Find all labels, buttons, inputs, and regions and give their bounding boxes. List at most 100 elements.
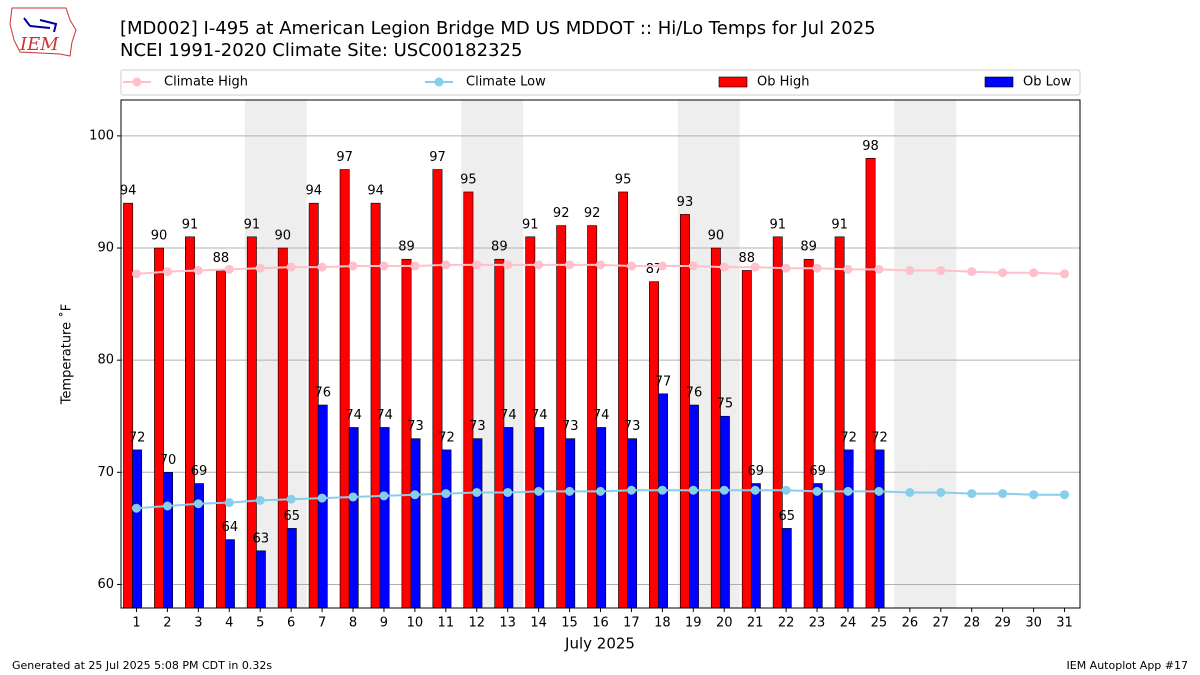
footer-right: IEM Autoplot App #17 [1067, 659, 1189, 672]
x-tick-label: 18 [654, 616, 671, 631]
bar [649, 281, 659, 609]
bar [534, 427, 545, 609]
data-label: 97 [429, 150, 446, 165]
chart-subtitle: NCEI 1991-2020 Climate Site: USC00182325 [120, 40, 522, 61]
bar [618, 191, 629, 609]
point [657, 485, 667, 495]
data-label: 91 [182, 217, 199, 232]
data-label: 94 [367, 184, 384, 199]
data-label: 77 [655, 374, 672, 389]
point [441, 489, 451, 499]
bar [441, 449, 452, 609]
x-tick-label: 25 [871, 616, 888, 631]
point [379, 261, 389, 271]
bar [154, 247, 164, 609]
x-tick-label: 1 [132, 616, 140, 631]
data-label: 63 [253, 531, 270, 546]
point [534, 486, 544, 496]
legend-box [120, 69, 1081, 96]
x-tick-label: 15 [561, 616, 578, 631]
data-label: 90 [708, 229, 725, 244]
data-label: 69 [809, 464, 826, 479]
x-tick-label: 5 [256, 616, 264, 631]
legend-marker [132, 77, 142, 87]
y-tick-label: 60 [97, 577, 114, 592]
point [503, 487, 513, 497]
bar [865, 158, 876, 609]
data-label: 74 [593, 408, 610, 423]
point [441, 260, 451, 270]
point [1029, 490, 1039, 500]
bar [596, 427, 607, 609]
point [286, 494, 296, 504]
bar [348, 427, 359, 609]
x-tick-label: 10 [407, 616, 424, 631]
data-label: 72 [840, 430, 857, 445]
bar [680, 214, 690, 609]
data-label: 89 [800, 240, 817, 255]
point [812, 486, 822, 496]
point [1029, 268, 1039, 278]
point [750, 485, 760, 495]
data-label: 65 [284, 509, 301, 524]
legend-swatch [984, 76, 1014, 88]
x-tick-label: 2 [163, 616, 171, 631]
data-label: 76 [314, 386, 331, 401]
bar [432, 169, 443, 609]
x-axis-label: July 2025 [564, 635, 635, 653]
bar [781, 528, 792, 609]
data-label: 91 [769, 217, 786, 232]
bar [658, 393, 668, 609]
point [626, 485, 636, 495]
data-label: 74 [531, 408, 548, 423]
bar [224, 539, 235, 609]
data-label: 73 [624, 419, 641, 434]
x-tick-label: 23 [809, 616, 826, 631]
x-tick-label: 17 [623, 616, 640, 631]
point [843, 264, 853, 274]
y-tick-label: 100 [89, 128, 114, 143]
data-label: 92 [553, 206, 570, 221]
point [162, 267, 172, 277]
bar [689, 404, 699, 609]
x-tick-label: 29 [994, 616, 1011, 631]
bar [719, 415, 730, 609]
point [410, 490, 420, 500]
point [1060, 490, 1070, 500]
x-tick-label: 21 [747, 616, 764, 631]
data-label: 94 [305, 184, 322, 199]
point [224, 264, 234, 274]
y-tick-label: 80 [97, 353, 114, 368]
legend-label: Climate Low [466, 75, 546, 90]
y-tick-label: 70 [97, 465, 114, 480]
legend-marker [434, 77, 444, 87]
logo-text: IEM [19, 34, 59, 55]
point [626, 261, 636, 271]
x-tick-label: 12 [468, 616, 485, 631]
bar [410, 438, 421, 609]
bar [803, 258, 814, 609]
data-label: 69 [748, 464, 765, 479]
logo-icon [23, 17, 58, 33]
point [843, 486, 853, 496]
x-tick-label: 13 [499, 616, 516, 631]
point [905, 265, 915, 275]
data-label: 65 [778, 509, 795, 524]
point [719, 262, 729, 272]
weekend-shade [894, 100, 926, 608]
bar [494, 258, 505, 609]
bar [308, 202, 319, 609]
bar [463, 191, 474, 609]
x-tick-label: 9 [380, 616, 388, 631]
data-label: 70 [160, 453, 177, 468]
x-tick-label: 3 [194, 616, 202, 631]
data-label: 73 [562, 419, 579, 434]
point [410, 261, 420, 271]
x-tick-label: 28 [963, 616, 980, 631]
point [472, 260, 482, 270]
point [596, 260, 605, 270]
point [596, 486, 605, 496]
bar [503, 427, 514, 609]
data-label: 74 [500, 408, 517, 423]
point [472, 487, 482, 497]
